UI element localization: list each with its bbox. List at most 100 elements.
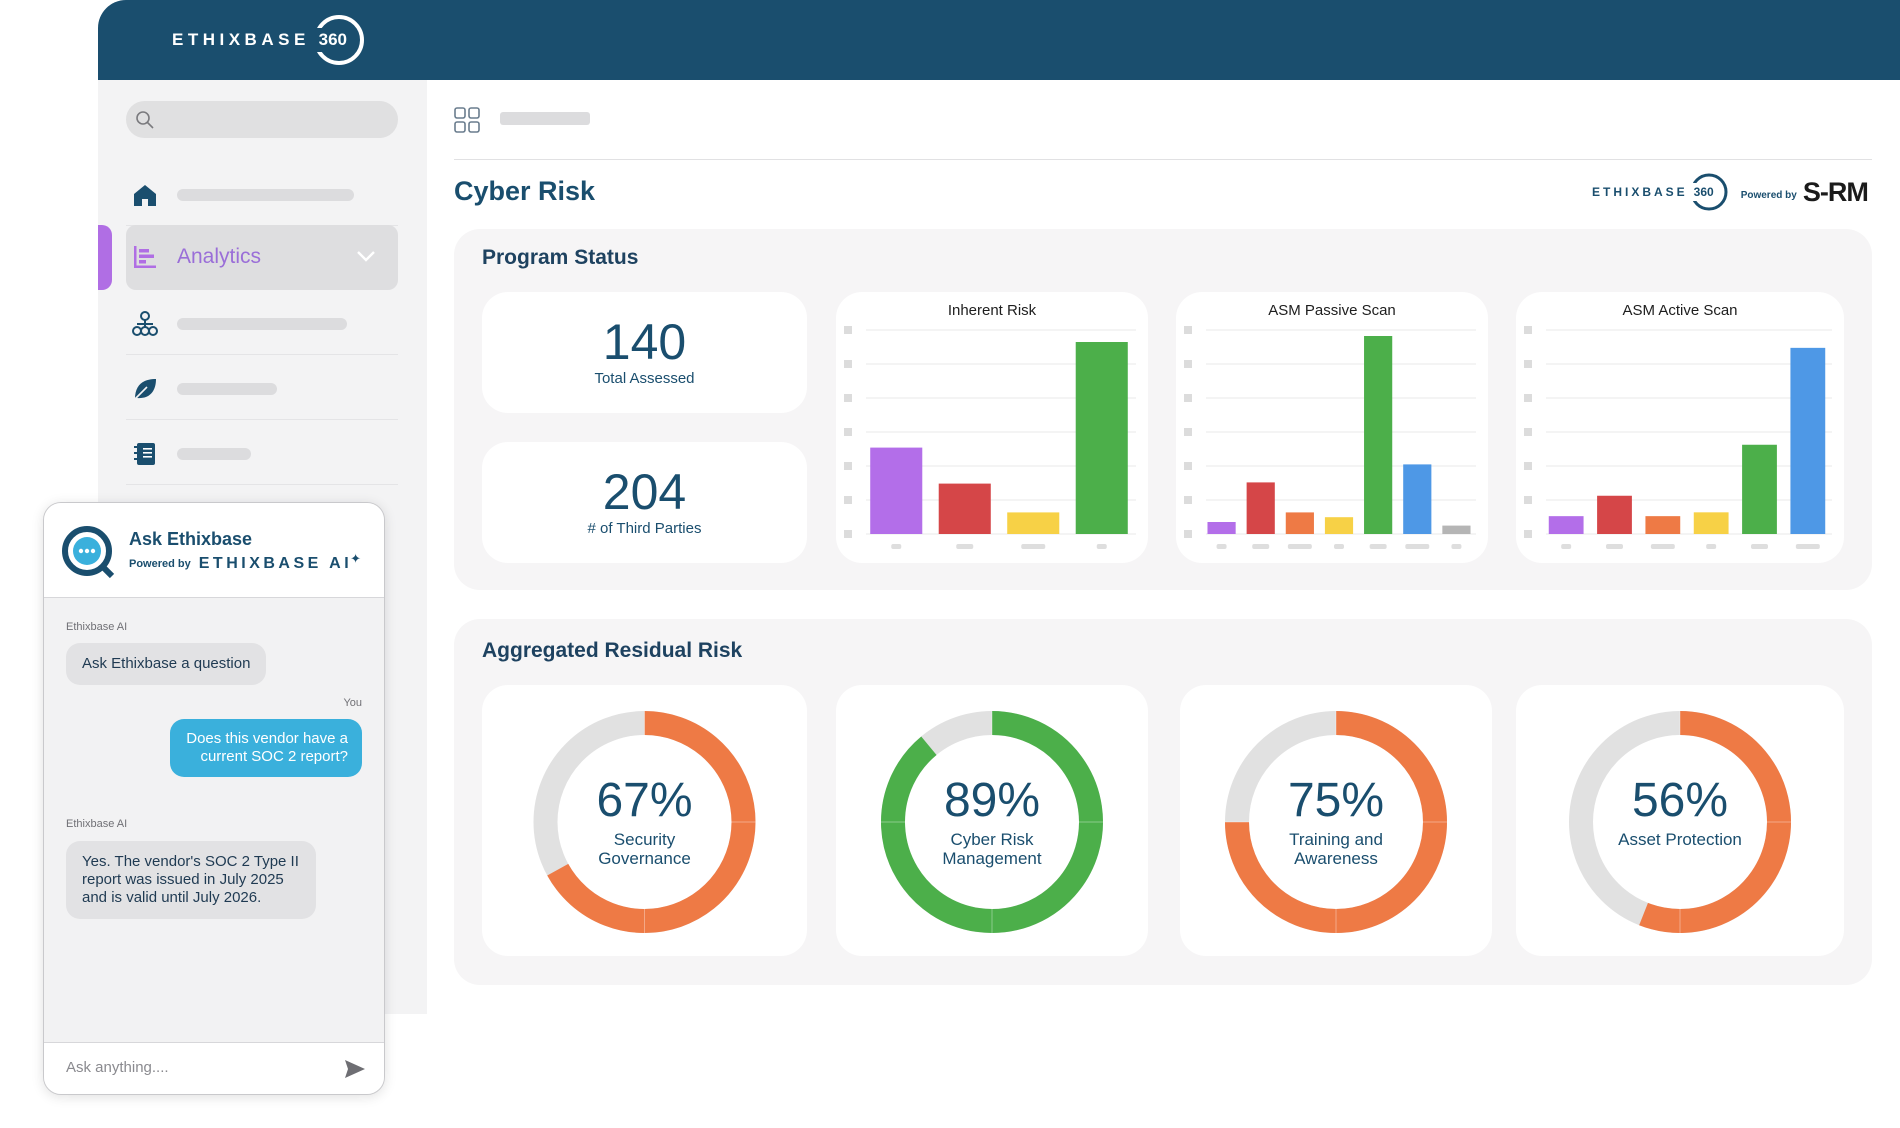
y-tick-label (1184, 394, 1192, 402)
ai-message-bubble: Yes. The vendor's SOC 2 Type II report w… (66, 841, 316, 919)
stat-card-total-assessed: 140 Total Assessed (482, 292, 807, 413)
bar (1597, 495, 1632, 534)
y-tick-label (1184, 326, 1192, 334)
chart-card-asm-active-scan: ASM Active Scan (1516, 292, 1844, 563)
y-tick-label (1184, 428, 1192, 436)
bar (1364, 336, 1393, 534)
y-tick-label (844, 428, 852, 436)
x-tick-label (1252, 544, 1270, 549)
partner-ring-icon: 360 (1688, 172, 1729, 212)
inherent-risk-chart (844, 326, 1136, 549)
top-header: ETHIXBASE 360 (98, 0, 1900, 80)
message-sender: Ethixbase AI (66, 818, 128, 830)
x-tick-label (956, 544, 974, 549)
stat-label: Total Assessed (594, 370, 695, 387)
bar (1693, 512, 1729, 534)
y-tick-label (1184, 496, 1192, 504)
bar (1324, 517, 1354, 534)
donut-card-cyber-risk-management: 89% Cyber Risk Management (836, 685, 1148, 956)
ai-message-bubble: Ask Ethixbase a question (66, 643, 267, 685)
breadcrumb[interactable] (500, 112, 590, 125)
y-tick-label (1524, 326, 1532, 334)
panel-title: Program Status (482, 246, 639, 269)
chat-widget: Ask Ethixbase Powered by ETHIXBASE AI ✦ … (43, 502, 385, 1095)
org-chart-icon (131, 310, 159, 338)
donut-arc (881, 711, 1103, 933)
header-divider (454, 159, 1872, 160)
x-tick-label (1369, 544, 1387, 549)
partner-logos: ETHIXBASE 360 Powered by S-RM (1592, 172, 1869, 212)
sidebar-item-documents[interactable] (126, 420, 398, 485)
y-tick-label (844, 360, 852, 368)
page-title: Cyber Risk (454, 176, 596, 206)
bar (1246, 482, 1275, 534)
leaf-icon (131, 375, 159, 403)
chart-title: Inherent Risk (947, 302, 1037, 319)
send-icon[interactable] (344, 1059, 366, 1084)
donut-label: Awareness (1294, 849, 1378, 868)
chart-title: ASM Passive Scan (1268, 302, 1396, 319)
donut-percentage: 75% (1287, 774, 1385, 827)
donut-card-asset-protection: 56% Asset Protection (1516, 685, 1844, 956)
stat-value: 140 (602, 314, 687, 370)
x-tick-label (1451, 544, 1462, 549)
x-tick-label (1216, 544, 1227, 549)
brand-logo[interactable]: ETHIXBASE 360 (172, 12, 366, 68)
x-tick-label (1650, 544, 1675, 549)
bar (1442, 525, 1471, 534)
powered-by-wordmark: ETHIXBASE AI (198, 555, 353, 572)
training-awareness-donut (1225, 711, 1447, 933)
chevron-down-icon[interactable] (356, 249, 376, 268)
brand-wordmark: ETHIXBASE (172, 30, 310, 49)
message-sender: You (343, 697, 362, 709)
sidebar-item-network[interactable] (126, 290, 398, 355)
powered-by-label: Powered by (1740, 189, 1797, 201)
chat-input-bar: Ask anything.... (44, 1042, 384, 1094)
sidebar-item-sustainability[interactable] (126, 355, 398, 420)
bar (1007, 512, 1060, 534)
donut-card-training-awareness: 75% Training and Awareness (1180, 685, 1492, 956)
bar (1403, 464, 1432, 534)
active-indicator (98, 225, 112, 290)
bar-chart-icon (131, 243, 159, 276)
bar (1548, 516, 1584, 534)
donut-percentage: 67% (596, 774, 693, 827)
donut-label: Security (613, 830, 676, 849)
sidebar-item-label: Analytics (177, 245, 262, 268)
y-tick-label (1524, 530, 1532, 538)
y-tick-label (1524, 462, 1532, 470)
user-message-bubble: Does this vendor have a current SOC 2 re… (170, 719, 362, 777)
panel-title: Aggregated Residual Risk (482, 639, 743, 662)
chart-title: ASM Active Scan (1622, 302, 1738, 319)
security-governance-donut (533, 711, 756, 933)
x-tick-label (1405, 544, 1430, 549)
donut-arc (1225, 711, 1447, 933)
bar (1207, 522, 1236, 534)
sidebar-item-home[interactable] (126, 161, 398, 226)
x-tick-label (1706, 544, 1717, 549)
bar (1285, 512, 1314, 534)
donut-label: Cyber Risk (950, 830, 1034, 849)
x-tick-label (1287, 544, 1312, 549)
donut-card-security-governance: 67% Security Governance (482, 685, 807, 956)
y-tick-label (1524, 496, 1532, 504)
y-tick-label (844, 326, 852, 334)
chart-card-asm-passive-scan: ASM Passive Scan (1176, 292, 1488, 563)
x-tick-label (1096, 544, 1107, 549)
y-tick-label (844, 462, 852, 470)
x-tick-label (891, 544, 902, 549)
sidebar-item-analytics[interactable]: Analytics (126, 225, 398, 290)
chat-input[interactable]: Ask anything.... (66, 1059, 169, 1076)
asset-protection-donut (1569, 711, 1791, 933)
y-tick-label (844, 394, 852, 402)
sidebar-search-input[interactable] (126, 101, 398, 138)
y-tick-label (1184, 360, 1192, 368)
donut-label: Training and (1289, 830, 1383, 849)
dashboard-grid-icon[interactable] (454, 107, 480, 138)
sidebar-item-placeholder (177, 318, 347, 330)
notebook-icon (131, 440, 159, 468)
y-tick-label (844, 496, 852, 504)
x-tick-label (1795, 544, 1820, 549)
y-tick-label (1184, 462, 1192, 470)
